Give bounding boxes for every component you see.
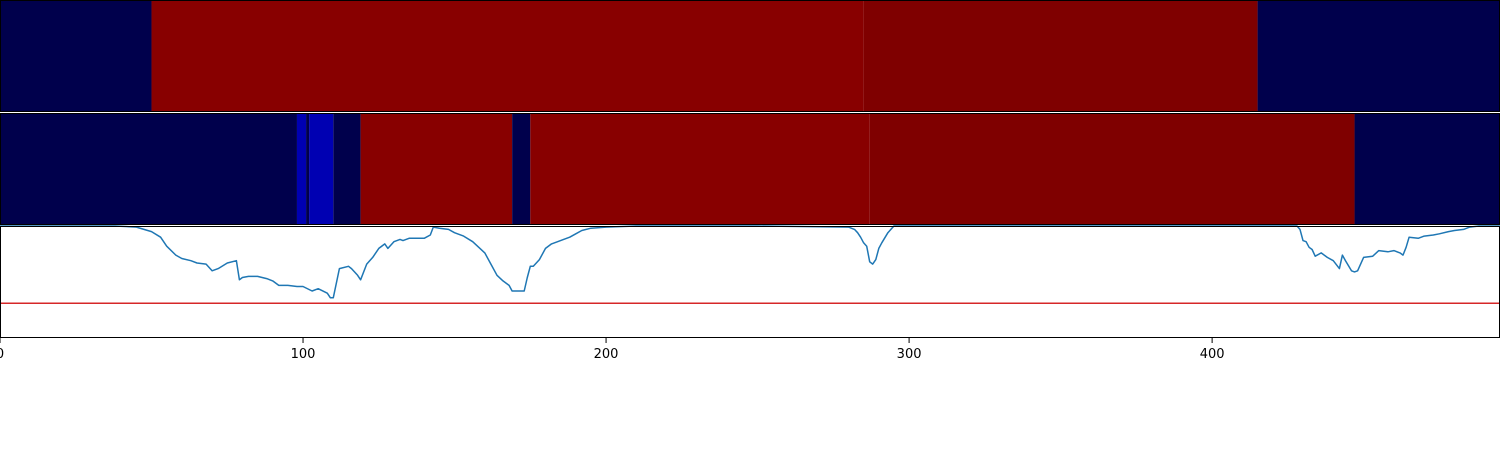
band-segment <box>0 0 152 112</box>
band-segment <box>0 113 297 225</box>
band-segment <box>530 113 870 225</box>
band-segment <box>151 0 864 112</box>
x-axis: 0 100 200 300 400 <box>0 338 1225 362</box>
x-tick-label: 400 <box>1200 347 1225 362</box>
band-segment <box>296 113 307 225</box>
x-tick-label: 100 <box>291 347 316 362</box>
x-tick-label: 300 <box>897 347 922 362</box>
band-segment <box>306 113 310 225</box>
signal-panel <box>0 225 1500 305</box>
band-segment <box>360 113 513 225</box>
state-band-top <box>0 0 1500 112</box>
signal-series-line <box>0 225 1500 299</box>
band-segment <box>333 113 361 225</box>
x-tick-label: 200 <box>594 347 619 362</box>
band-segment <box>512 113 531 225</box>
band-segment <box>1354 113 1500 225</box>
state-band-middle <box>0 113 1500 225</box>
band-segment <box>1257 0 1500 112</box>
x-tick-label: 0 <box>0 347 4 362</box>
band-segment <box>309 113 334 225</box>
band-segment <box>869 113 1355 225</box>
band-segment <box>863 0 1258 112</box>
